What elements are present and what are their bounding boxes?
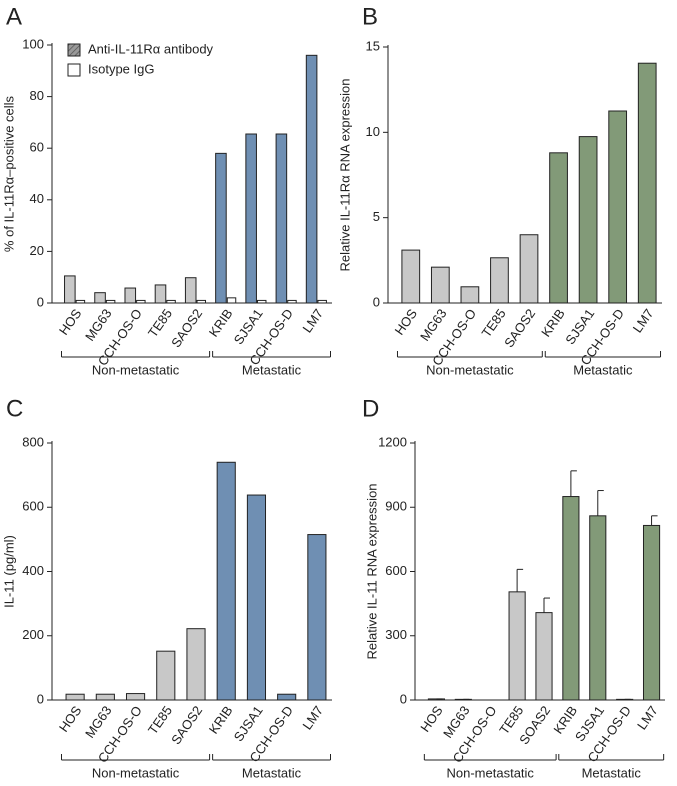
x-tick-label: SAOS2 (168, 703, 205, 747)
bar (307, 534, 327, 701)
bar (94, 292, 106, 304)
legend-label: Isotype IgG (88, 61, 154, 76)
bar (216, 461, 236, 701)
y-tick-label: 80 (30, 88, 44, 103)
y-tick-label: 600 (22, 499, 44, 514)
y-tick-label: 900 (385, 499, 407, 514)
x-tick-label: TE85 (145, 703, 175, 737)
bar (215, 152, 227, 304)
y-tick-label: 0 (373, 294, 380, 309)
bar (64, 275, 76, 304)
x-tick-label: KRIB (206, 306, 236, 339)
bar (460, 286, 480, 304)
bar (608, 110, 628, 304)
panel-letter: A (6, 3, 22, 30)
bar (535, 612, 553, 701)
y-tick-label: 10 (366, 124, 380, 139)
x-tick-label: HOS (392, 306, 421, 338)
x-tick-label: KRIB (538, 306, 568, 339)
y-tick-label: 0 (37, 294, 44, 309)
group-label: Metastatic (573, 362, 633, 377)
bar (305, 54, 318, 304)
bar (275, 133, 288, 304)
group-label: Metastatic (582, 765, 642, 780)
bar (589, 515, 607, 701)
bar (430, 266, 450, 304)
bar (490, 257, 509, 304)
group-label: Metastatic (242, 765, 302, 780)
y-tick-label: 60 (30, 140, 44, 155)
x-tick-label: KRIB (206, 703, 236, 736)
y-axis-label: Relative IL-11 RNA expression (364, 483, 379, 659)
panel-letter: B (362, 3, 378, 30)
y-tick-label: 5 (373, 209, 380, 224)
bar (642, 524, 661, 701)
x-tick-label: HOS (56, 703, 85, 735)
legend-label: Anti-IL-11Rα antibody (88, 41, 214, 56)
panel-letter: D (362, 395, 379, 422)
legend-swatch (67, 43, 81, 57)
group-label: Non-metastatic (426, 362, 514, 377)
bar (136, 299, 146, 304)
x-tick-label: SAOS2 (501, 306, 538, 350)
bar (196, 299, 207, 304)
y-tick-label: 100 (22, 36, 44, 51)
y-tick-label: 600 (385, 563, 407, 578)
y-tick-label: 40 (30, 191, 44, 206)
bar (156, 650, 176, 701)
bar (75, 299, 86, 304)
group-label: Non-metastatic (92, 362, 180, 377)
y-tick-label: 1200 (378, 434, 407, 449)
y-tick-label: 800 (22, 434, 44, 449)
group-label: Metastatic (242, 362, 302, 377)
bar (562, 496, 580, 701)
y-axis-label: % of IL-11Rα–positive cells (1, 95, 16, 252)
bar (578, 136, 598, 304)
bar (317, 299, 327, 304)
y-tick-label: 0 (400, 691, 407, 706)
bar (519, 234, 539, 304)
bar (184, 277, 197, 304)
y-tick-label: 0 (37, 691, 44, 706)
bar (95, 693, 115, 701)
y-tick-label: 20 (30, 243, 44, 258)
bar (124, 287, 137, 304)
x-tick-label: TE85 (479, 306, 509, 340)
bar (65, 693, 85, 701)
legend-swatch (67, 63, 81, 77)
x-tick-label: TE85 (145, 306, 175, 340)
x-tick-label: LM7 (630, 306, 657, 335)
x-tick-label: LM7 (299, 703, 326, 732)
bar (401, 249, 421, 304)
bar (166, 299, 176, 304)
bar (257, 299, 267, 304)
x-tick-label: HOS (56, 306, 85, 338)
bar (287, 299, 297, 304)
y-tick-label: 300 (385, 627, 407, 642)
group-label: Non-metastatic (92, 765, 180, 780)
bar (277, 693, 297, 701)
x-tick-label: SAOS2 (168, 306, 205, 350)
bar (549, 152, 568, 304)
group-label: Non-metastatic (447, 765, 535, 780)
bar (105, 299, 116, 304)
x-tick-label: LM7 (299, 306, 326, 335)
bar (186, 628, 206, 701)
y-tick-label: 400 (22, 563, 44, 578)
bar (154, 284, 167, 304)
bar (125, 693, 146, 701)
bar (616, 698, 634, 701)
bar (246, 494, 267, 701)
bar (226, 297, 237, 304)
bar (508, 591, 526, 701)
panel-letter: C (6, 395, 23, 422)
y-axis-label: Relative IL-11Rα RNA expression (337, 79, 352, 272)
y-axis-label: IL-11 (pg/ml) (1, 535, 16, 608)
bar (245, 133, 257, 304)
y-tick-label: 15 (366, 38, 380, 53)
y-tick-label: 200 (22, 627, 44, 642)
bar (637, 62, 657, 304)
x-tick-label: LM7 (634, 703, 661, 732)
